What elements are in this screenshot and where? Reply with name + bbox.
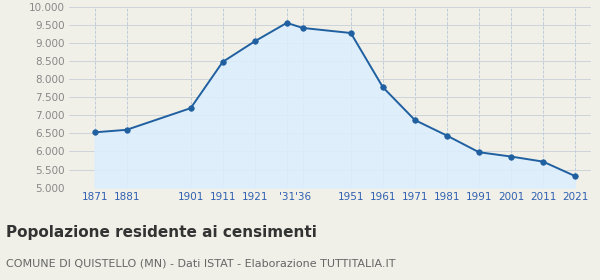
Text: COMUNE DI QUISTELLO (MN) - Dati ISTAT - Elaborazione TUTTITALIA.IT: COMUNE DI QUISTELLO (MN) - Dati ISTAT - … — [6, 259, 395, 269]
Text: Popolazione residente ai censimenti: Popolazione residente ai censimenti — [6, 225, 317, 241]
